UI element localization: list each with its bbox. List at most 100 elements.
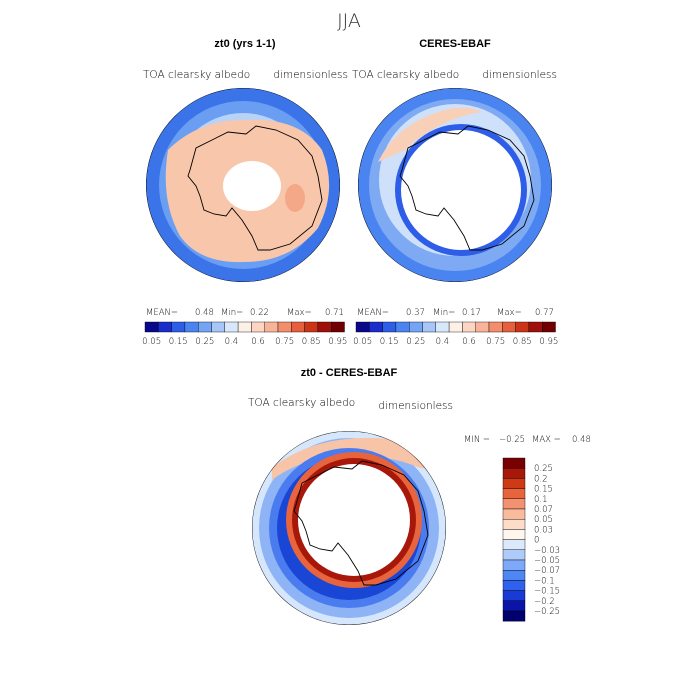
colorbar-swatch — [502, 508, 526, 520]
colorbar-swatch — [502, 549, 526, 561]
svg-text:Min=: Min= — [221, 308, 243, 318]
svg-text:0.37: 0.37 — [406, 308, 425, 318]
coastline — [187, 125, 323, 251]
colorbar-label: 0.95 — [328, 337, 347, 347]
colorbar-swatch — [331, 321, 345, 333]
panel-model-colorbar: 0.05 0.15 0.25 0.4 0.6 0.75 0.85 0.95 — [142, 321, 347, 347]
colorbar-label: 0.15 — [169, 337, 188, 347]
colorbar-label: 0.4 — [436, 337, 450, 347]
svg-text:MIN =: MIN = — [464, 435, 490, 445]
colorbar-label: 0.25 — [406, 337, 425, 347]
coastline — [399, 125, 535, 251]
colorbar-label: 0.95 — [539, 337, 558, 347]
colorbar-swatch — [224, 321, 239, 333]
colorbar-label: 0.2 — [534, 474, 548, 484]
svg-text:MAX =: MAX = — [532, 435, 561, 445]
colorbar-label: 0.05 — [534, 515, 553, 525]
colorbar-label: −0.15 — [534, 587, 560, 597]
panel-diff-units: dimensionless — [378, 400, 453, 412]
svg-text:Max=: Max= — [287, 308, 312, 318]
colorbar-swatch — [251, 321, 265, 333]
colorbar-label: −0.03 — [534, 546, 560, 556]
panel-diff-colorbar: 0.250.20.150.10.070.050.030−0.03−0.05−0.… — [502, 457, 560, 622]
colorbar-swatch — [291, 321, 305, 333]
panel-obs-colorbar: 0.05 0.15 0.25 0.4 0.6 0.75 0.85 0.95 — [353, 321, 558, 347]
colorbar-swatch — [211, 321, 226, 333]
map-high-patch — [285, 184, 305, 212]
colorbar-swatch — [502, 478, 526, 489]
map-polar-void — [223, 161, 281, 211]
colorbar-swatch — [395, 321, 410, 333]
colorbar-swatch — [502, 529, 526, 540]
colorbar-swatch — [422, 321, 437, 333]
colorbar-swatch — [515, 321, 530, 333]
svg-text:0.77: 0.77 — [535, 308, 554, 318]
colorbar-label: 0.1 — [534, 495, 548, 505]
colorbar-swatch — [144, 321, 159, 333]
coastline — [293, 460, 429, 586]
colorbar-label: −0.1 — [534, 576, 555, 586]
svg-text:Min=: Min= — [433, 308, 455, 318]
colorbar-swatch — [502, 321, 516, 333]
colorbar-swatch — [369, 321, 383, 333]
colorbar-swatch — [409, 321, 423, 333]
colorbar-swatch — [502, 600, 526, 612]
colorbar-label: 0.4 — [225, 337, 239, 347]
colorbar-swatch — [488, 321, 503, 333]
panel-diff-stats: MIN = −0.25 MAX = 0.48 — [464, 435, 591, 445]
svg-text:0.17: 0.17 — [462, 308, 481, 318]
colorbar-swatch — [355, 321, 370, 333]
panel-obs-stats: MEAN= 0.37 Min= 0.17 Max= 0.77 — [357, 308, 554, 318]
colorbar-swatch — [502, 570, 526, 581]
panel-model-stats: MEAN= 0.48 Min= 0.22 Max= 0.71 — [146, 308, 344, 318]
colorbar-label: 0.6 — [462, 337, 476, 347]
svg-text:0.71: 0.71 — [325, 308, 344, 318]
colorbar-label: 0.03 — [534, 525, 553, 535]
colorbar-label: 0.15 — [534, 485, 553, 495]
colorbar-swatch — [475, 321, 490, 333]
colorbar-swatch — [528, 321, 543, 333]
colorbar-label: −0.07 — [534, 566, 560, 576]
panel-obs-units: dimensionless — [482, 69, 557, 81]
panel-diff: zt0 - CERES-EBAF TOA clearsky albedo dim… — [248, 367, 591, 625]
panel-model-map — [146, 88, 340, 282]
panel-model-title: zt0 (yrs 1-1) — [214, 38, 275, 50]
colorbar-swatch — [158, 321, 172, 333]
svg-text:MEAN=: MEAN= — [357, 308, 389, 318]
panel-model: zt0 (yrs 1-1) TOA clearsky albedo dimens… — [142, 38, 348, 347]
panel-obs-variable: TOA clearsky albedo — [352, 69, 459, 81]
colorbar-label: 0.07 — [534, 505, 553, 515]
colorbar-swatch — [502, 519, 526, 530]
svg-text:MEAN=: MEAN= — [146, 308, 178, 318]
colorbar-label: 0.85 — [302, 337, 321, 347]
colorbar-swatch — [502, 559, 526, 571]
season-title: JJA — [337, 10, 361, 32]
colorbar-label: 0.05 — [142, 337, 161, 347]
colorbar-swatch — [435, 321, 450, 333]
panel-diff-variable: TOA clearsky albedo — [248, 397, 355, 409]
colorbar-swatch — [304, 321, 319, 333]
colorbar-swatch — [317, 321, 332, 333]
colorbar-swatch — [502, 590, 526, 601]
colorbar-swatch — [448, 321, 463, 333]
colorbar-label: 0.25 — [534, 464, 553, 474]
colorbar-swatch — [502, 610, 526, 622]
colorbar-swatch — [462, 321, 476, 333]
colorbar-swatch — [184, 321, 199, 333]
colorbar-label: −0.05 — [534, 556, 560, 566]
colorbar-swatch — [264, 321, 279, 333]
colorbar-label: 0.25 — [195, 337, 214, 347]
colorbar-swatch — [382, 321, 397, 333]
colorbar-swatch — [542, 321, 556, 333]
colorbar-label: 0.05 — [353, 337, 372, 347]
colorbar-label: −0.2 — [534, 597, 555, 607]
colorbar-swatch — [502, 580, 526, 591]
panel-model-variable: TOA clearsky albedo — [143, 69, 250, 81]
colorbar-swatch — [502, 468, 526, 479]
colorbar-label: −0.25 — [534, 607, 560, 617]
panel-obs-map — [358, 88, 552, 282]
colorbar-swatch — [237, 321, 252, 333]
colorbar-swatch — [171, 321, 186, 333]
svg-text:0.22: 0.22 — [250, 308, 269, 318]
